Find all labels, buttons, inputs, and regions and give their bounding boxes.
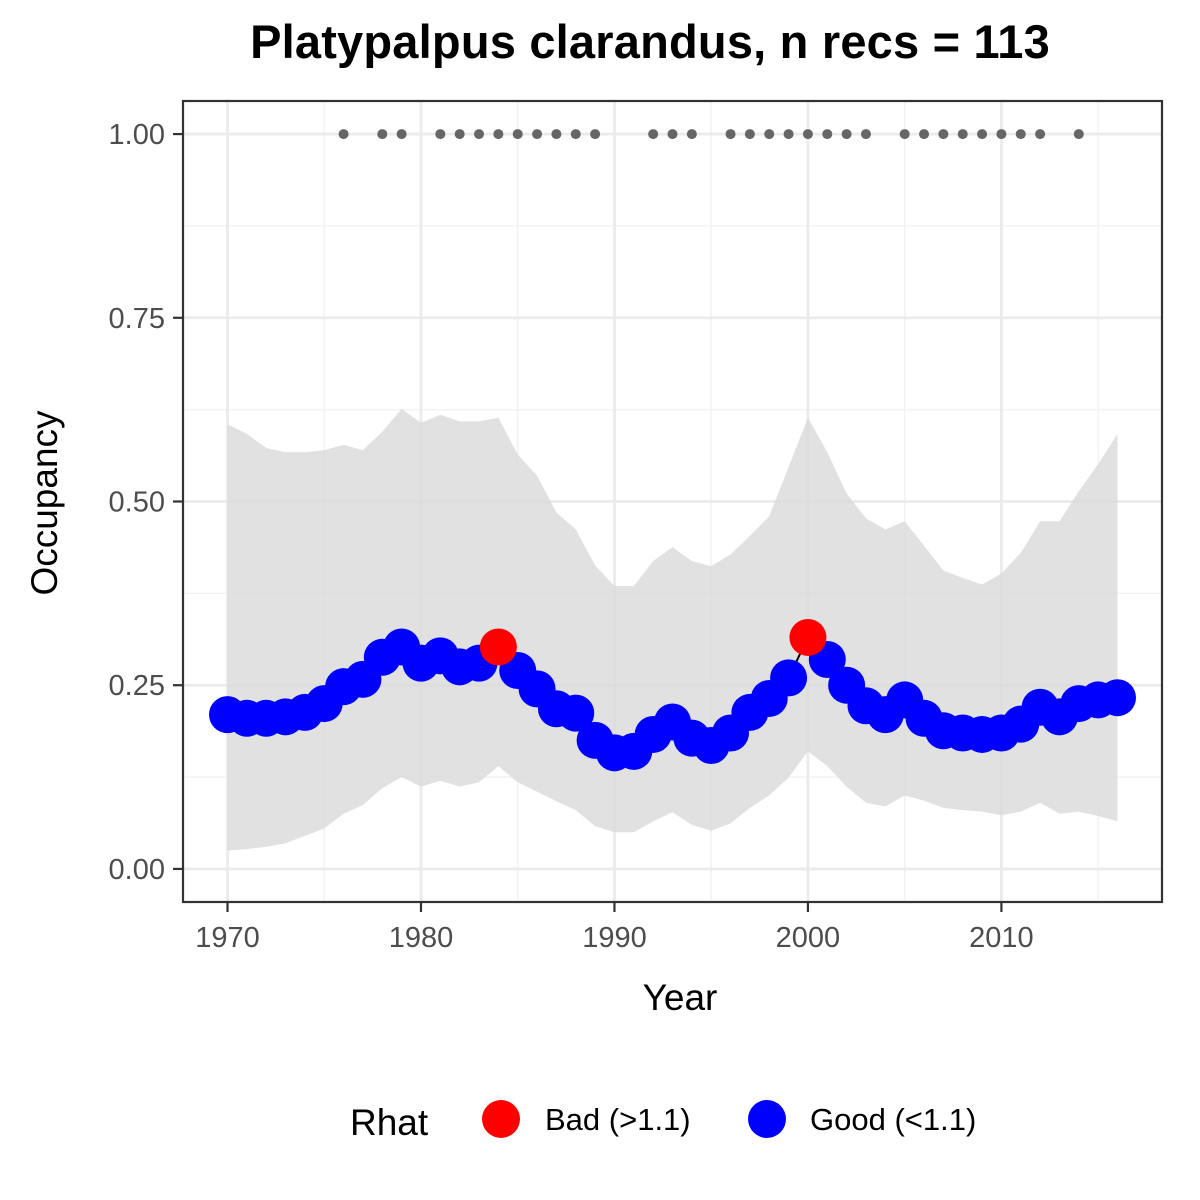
record-point	[570, 129, 581, 140]
record-point	[648, 129, 659, 140]
record-point	[396, 129, 407, 140]
record-point	[744, 129, 755, 140]
record-point	[764, 129, 775, 140]
y-tick-label: 1.00	[109, 119, 165, 151]
record-point	[493, 129, 504, 140]
x-axis-title: Year	[643, 977, 718, 1018]
record-point	[1035, 129, 1046, 140]
legend-label-bad: Bad (>1.1)	[545, 1102, 691, 1137]
chart-title: Platypalpus clarandus, n recs = 113	[250, 15, 1050, 68]
x-tick-label: 1980	[389, 922, 454, 954]
legend-label-good: Good (<1.1)	[810, 1102, 976, 1137]
record-point	[1015, 129, 1026, 140]
record-point	[590, 129, 601, 140]
record-point	[686, 129, 697, 140]
record-point	[860, 129, 871, 140]
plot-panel	[183, 101, 1162, 902]
y-tick-label: 0.50	[109, 487, 165, 519]
legend-key-good	[748, 1100, 786, 1138]
occupancy-point-bad	[479, 628, 517, 666]
credible-interval-ribbon	[227, 408, 1118, 851]
y-tick-label: 0.75	[109, 303, 165, 335]
x-tick-label: 1990	[582, 922, 647, 954]
occupancy-point-good	[770, 659, 808, 697]
y-tick-label: 0.00	[109, 854, 165, 886]
record-point	[474, 129, 485, 140]
record-point	[841, 129, 852, 140]
record-point	[957, 129, 968, 140]
record-point	[919, 129, 930, 140]
occupancy-point-bad	[789, 618, 827, 656]
y-tick-label: 0.25	[109, 670, 165, 702]
record-point	[783, 129, 794, 140]
x-tick-label: 2010	[969, 922, 1034, 954]
x-tick-label: 1970	[195, 922, 260, 954]
occupancy-point-good	[557, 694, 595, 732]
record-point	[435, 129, 446, 140]
record-point	[802, 129, 813, 140]
legend-key-bad	[482, 1100, 520, 1138]
record-point	[899, 129, 910, 140]
record-point	[338, 129, 349, 140]
record-point	[454, 129, 465, 140]
record-point	[938, 129, 949, 140]
record-point	[512, 129, 523, 140]
record-point	[1073, 129, 1084, 140]
axes: 1970 1980 1990 2000 2010 0.00 0.25 0.50 0.75 1.00	[109, 99, 1164, 954]
record-point	[822, 129, 833, 140]
record-point	[377, 129, 388, 140]
occupancy-point-good	[1099, 679, 1136, 717]
legend: Rhat Bad (>1.1) Good (<1.1)	[350, 1100, 976, 1143]
record-point	[532, 129, 543, 140]
record-point	[551, 129, 562, 140]
record-point	[996, 129, 1007, 140]
record-point	[977, 129, 988, 140]
x-tick-label: 2000	[776, 922, 841, 954]
y-axis-title: Occupancy	[24, 410, 65, 596]
legend-title: Rhat	[350, 1102, 429, 1143]
record-point	[667, 129, 678, 140]
record-point	[725, 129, 736, 140]
